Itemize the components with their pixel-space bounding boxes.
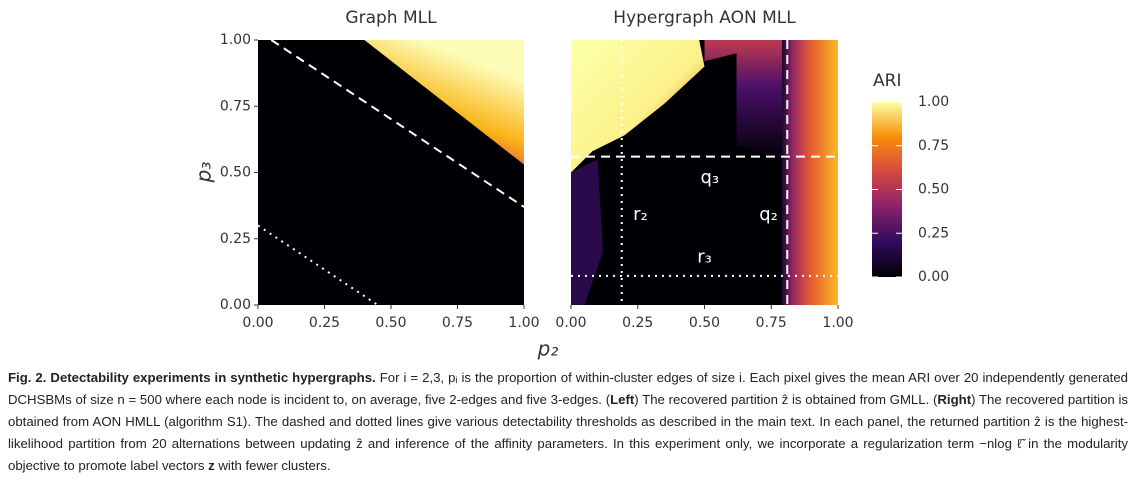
y-tick-label: 1.00 <box>220 32 251 48</box>
x-tick-label: 0.00 <box>555 315 586 331</box>
annotation: q₃ <box>701 167 720 188</box>
y-tick-label: 0.75 <box>220 98 251 114</box>
caption-text: ) The recovered partition ẑ is obtained … <box>634 392 938 407</box>
annotation: r₃ <box>697 246 712 267</box>
x-tick-label: 0.50 <box>375 315 406 331</box>
caption-text: Right <box>937 392 972 407</box>
colorbar-tick-label: 1.00 <box>918 94 949 110</box>
threshold-dashed <box>270 39 525 208</box>
colorbar-tick-label: 0.25 <box>918 225 949 241</box>
y-axis-label: p₃ <box>192 162 216 184</box>
heatmap-region <box>781 40 838 305</box>
y-tick-label: 0.25 <box>220 231 251 247</box>
heatmap-region <box>571 40 705 173</box>
heatmap-region <box>364 40 524 165</box>
panel-title: Hypergraph AON MLL <box>613 8 796 28</box>
caption-text: Fig. 2. Detectability experiments in syn… <box>8 370 376 385</box>
threshold-dotted <box>257 224 379 306</box>
colorbar-tick-label: 0.75 <box>918 138 949 154</box>
x-tick-label: 1.00 <box>822 315 853 331</box>
panel-title: Graph MLL <box>345 8 437 28</box>
heatmap-region <box>704 40 785 160</box>
colorbar-label: ARI <box>873 71 901 91</box>
caption-text: ) The recovered partition is obtained fr… <box>8 392 1128 473</box>
caption-text: Left <box>610 392 635 407</box>
annotation: r₂ <box>633 204 648 225</box>
caption-text: For i = 2,3, pᵢ is the proportion of wit… <box>8 370 1128 407</box>
x-tick-label: 1.00 <box>508 315 539 331</box>
y-tick-label: 0.50 <box>220 165 251 181</box>
x-axis-label: p₂ <box>537 337 559 361</box>
heatmap-region <box>571 159 604 305</box>
caption-text: z <box>208 458 215 473</box>
x-tick-label: 0.25 <box>309 315 340 331</box>
y-tick-label: 0.00 <box>220 297 251 313</box>
x-tick-label: 0.75 <box>442 315 473 331</box>
caption-text: with fewer clusters. <box>214 458 331 473</box>
figure: Graph MLL 0.00 0.25 0.50 0.75 1.00 0.00 0.25 0.5… <box>192 8 950 361</box>
colorbar-tick-label: 0.50 <box>918 182 949 198</box>
colorbar-tick-label: 0.00 <box>918 269 949 285</box>
annotation: q₂ <box>759 204 778 225</box>
x-tick-label: 0.00 <box>242 315 273 331</box>
x-tick-label: 0.25 <box>622 315 653 331</box>
x-tick-label: 0.50 <box>689 315 720 331</box>
caption: Fig. 2. Detectability experiments in syn… <box>8 367 1128 477</box>
x-tick-label: 0.75 <box>756 315 787 331</box>
